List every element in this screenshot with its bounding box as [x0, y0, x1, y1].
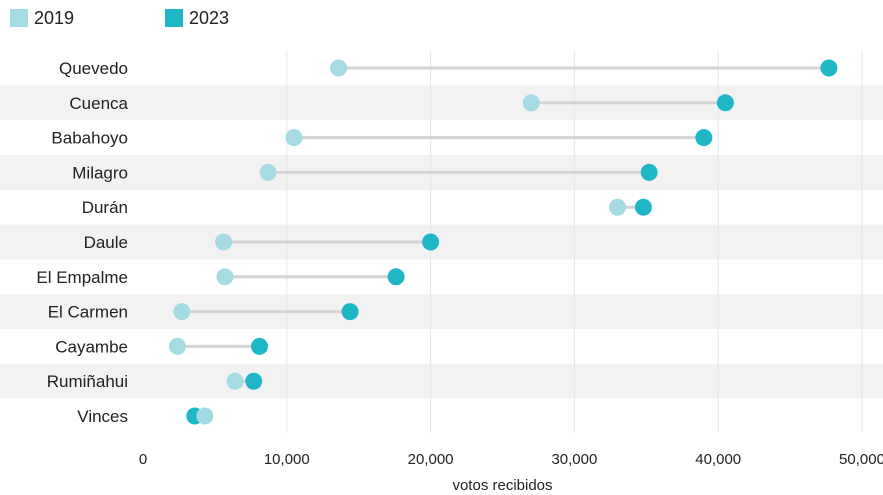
point-2019 — [215, 233, 233, 251]
x-axis-title: votos recibidos — [452, 477, 552, 494]
x-tick-label: 50,000 — [839, 451, 883, 468]
point-2019 — [522, 94, 540, 112]
category-label: El Carmen — [48, 303, 128, 322]
legend-item-2023: 2023 — [165, 8, 229, 28]
point-2019 — [609, 198, 627, 216]
point-2023 — [634, 198, 652, 216]
point-2019 — [169, 337, 187, 355]
point-2023 — [341, 303, 359, 321]
category-label: Rumiñahui — [47, 372, 128, 391]
legend-item-2019: 2019 — [10, 8, 74, 28]
row-band — [0, 363, 883, 399]
row-band — [0, 294, 883, 329]
point-2019 — [330, 59, 348, 77]
category-label: Cayambe — [55, 337, 128, 356]
x-tick-label: 10,000 — [264, 451, 310, 468]
point-2019 — [285, 129, 303, 147]
row-band — [0, 224, 883, 260]
category-label: Cuenca — [69, 94, 128, 113]
point-2023 — [695, 129, 713, 147]
x-tick-label: 0 — [139, 451, 147, 468]
legend-swatch-2019 — [10, 9, 28, 27]
point-2023 — [250, 337, 268, 355]
legend-label-2019: 2019 — [34, 8, 75, 28]
category-label: Quevedo — [59, 59, 128, 78]
x-tick-label: 20,000 — [408, 451, 454, 468]
category-label: Milagro — [72, 163, 128, 182]
point-2019 — [259, 163, 277, 181]
point-2019 — [173, 303, 191, 321]
legend-swatch-2023 — [165, 9, 183, 27]
x-tick-label: 30,000 — [551, 451, 597, 468]
point-2023 — [640, 163, 658, 181]
point-2023 — [820, 59, 838, 77]
category-label: El Empalme — [36, 268, 128, 287]
row-band — [0, 85, 883, 121]
category-label: Babahoyo — [51, 129, 128, 148]
point-2023 — [387, 268, 405, 286]
point-2019 — [226, 372, 244, 390]
category-label: Vinces — [77, 407, 128, 426]
point-2023 — [716, 94, 734, 112]
category-label: Durán — [82, 198, 128, 217]
point-2023 — [422, 233, 440, 251]
point-2019 — [216, 268, 234, 286]
x-tick-label: 40,000 — [695, 451, 741, 468]
legend-label-2023: 2023 — [189, 8, 230, 28]
point-2023 — [245, 372, 263, 390]
point-2019 — [196, 407, 214, 425]
category-label: Daule — [84, 233, 128, 252]
